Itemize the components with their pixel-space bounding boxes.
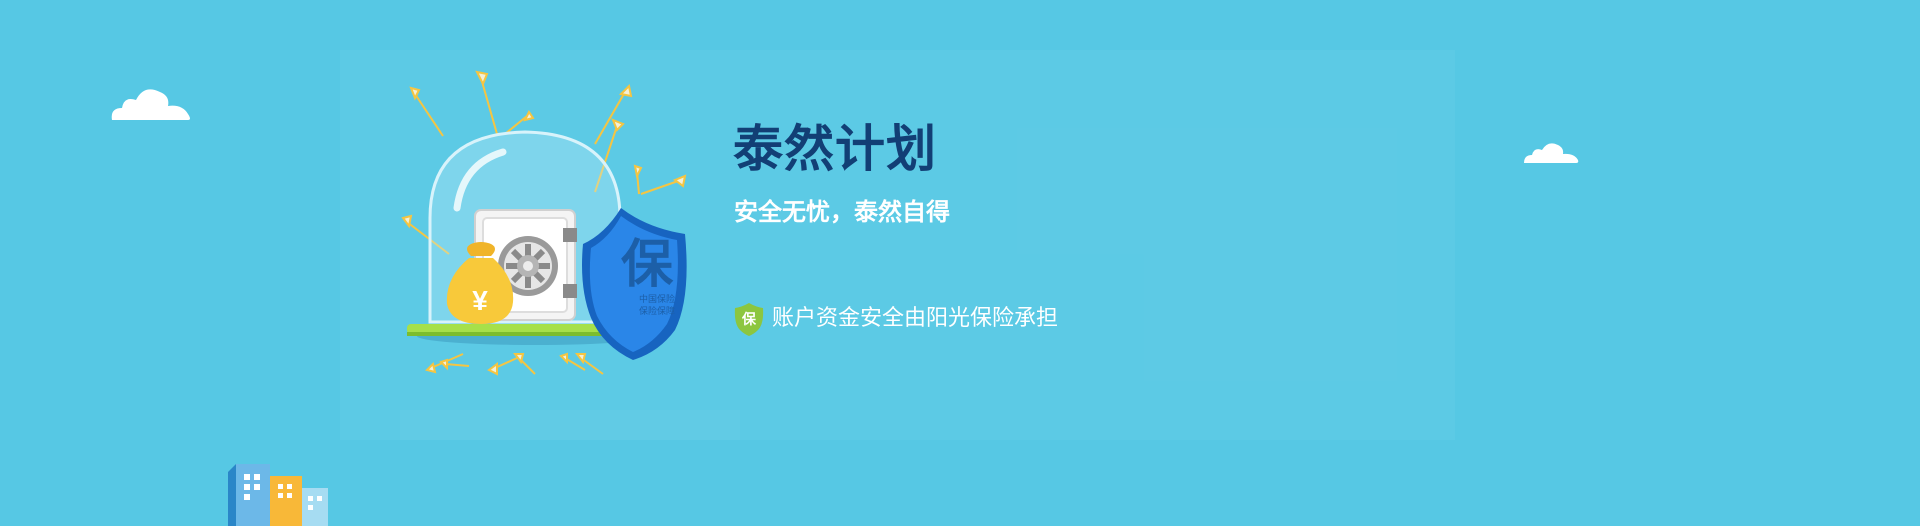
- money-symbol: ¥: [472, 285, 488, 316]
- cloud-icon: [111, 89, 190, 120]
- page-subtitle: 安全无忧，泰然自得: [734, 198, 950, 226]
- arrow-icon: [401, 70, 687, 376]
- buildings-icon: [228, 464, 328, 526]
- guarantee-text: 账户资金安全由阳光保险承担: [772, 306, 1059, 331]
- shield-small-text: 中国保险: [639, 293, 675, 305]
- guarantee-badge-icon: 保: [734, 303, 764, 336]
- cloud-icon: [1524, 143, 1579, 163]
- money-bag-icon: [446, 242, 514, 324]
- shield-icon: [582, 208, 687, 360]
- banner-backdrop-strip: [400, 410, 740, 440]
- guarantee-badge-char: 保: [741, 311, 757, 328]
- shield-small-text: 保险保障: [639, 305, 675, 317]
- safe-illustration: ¥ 保 中国保险 保险保障: [401, 70, 687, 376]
- shield-char: 保: [621, 235, 674, 295]
- guarantee-line: 保 账户资金安全由阳光保险承担: [734, 302, 1058, 336]
- page-title: 泰然计划: [733, 120, 937, 178]
